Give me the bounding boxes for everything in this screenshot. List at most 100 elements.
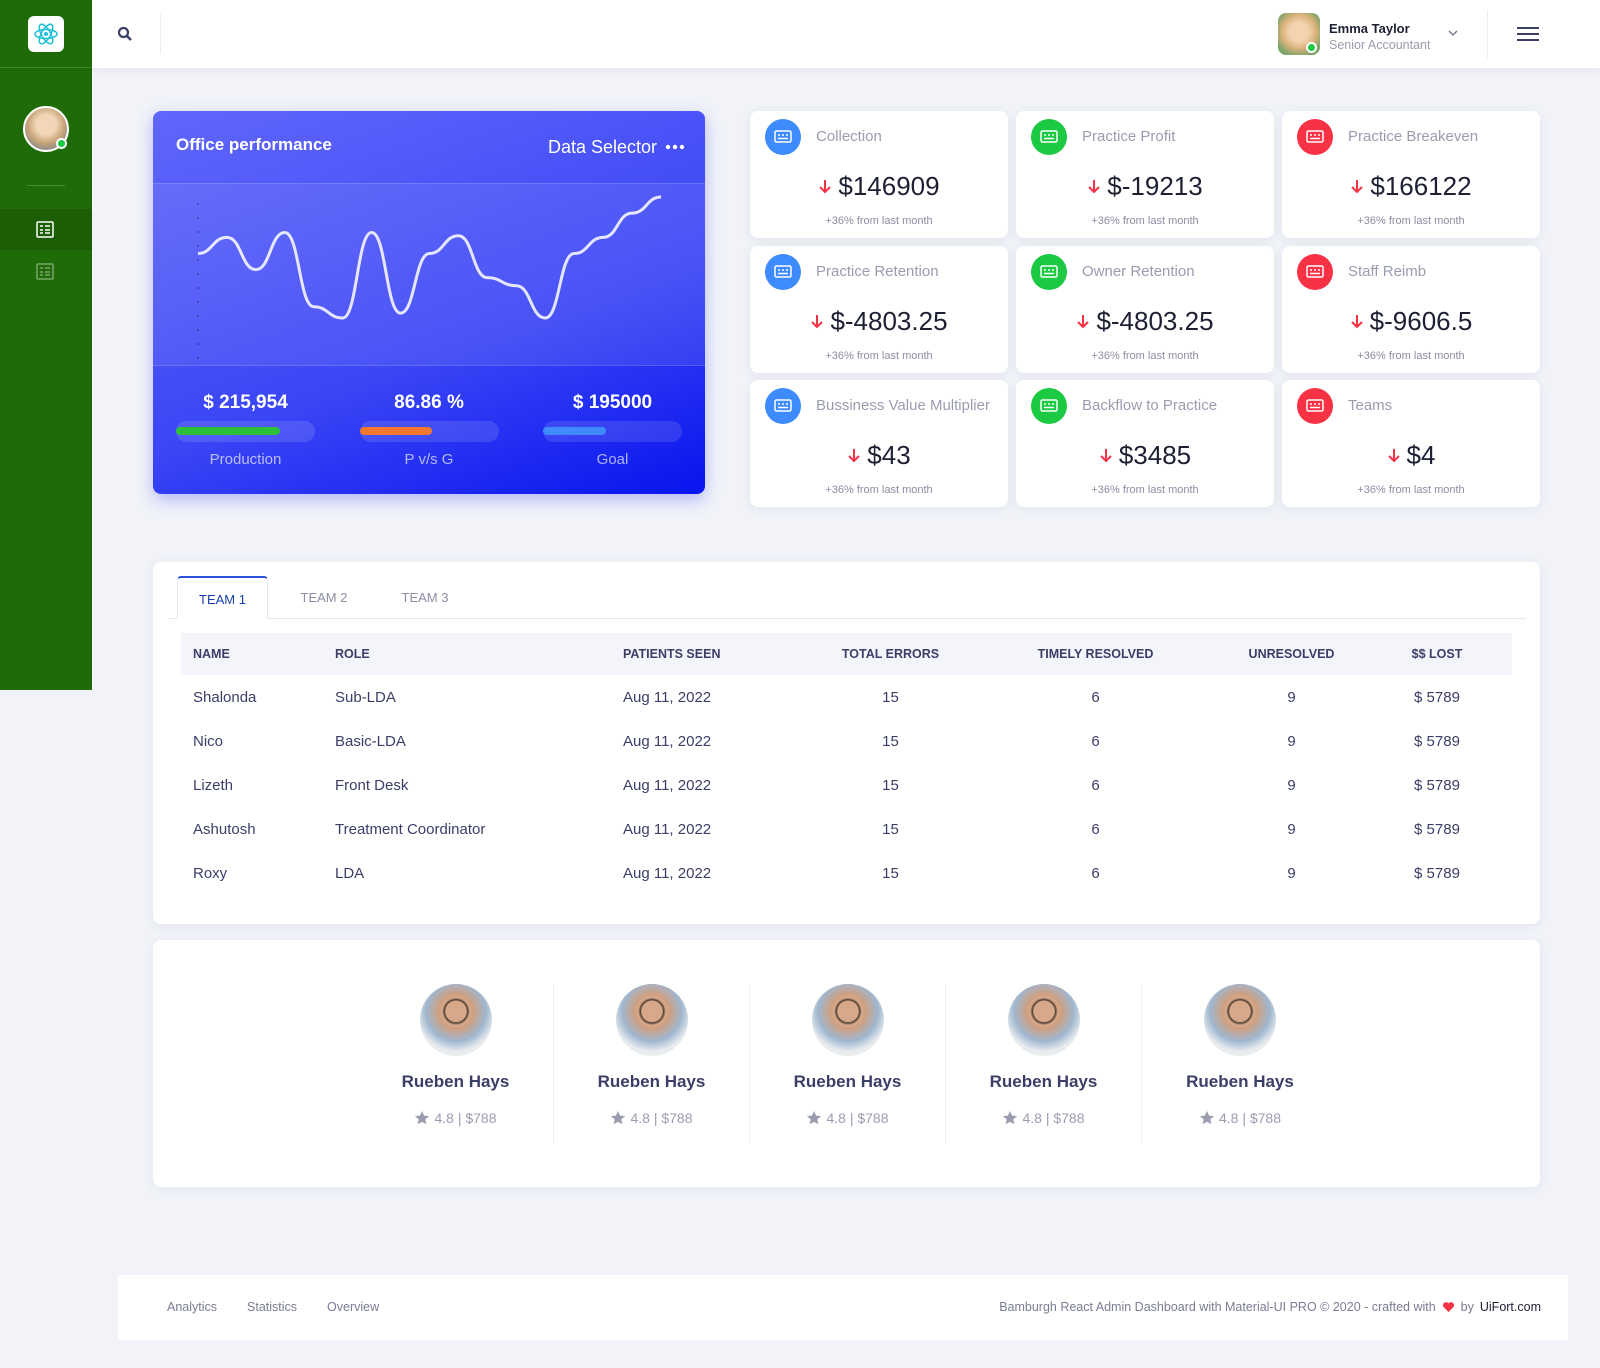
table-cell: Front Desk xyxy=(335,776,409,794)
table-cell: 9 xyxy=(1287,732,1296,750)
member-name: Rueben Hays xyxy=(989,1072,1098,1091)
kpi-card: Practice Breakeven $166122 +36% from last … xyxy=(1282,111,1540,238)
more-icon[interactable] xyxy=(665,144,685,150)
member-stats: 4.8 | $788 xyxy=(1142,1110,1338,1126)
table-row[interactable]: Roxy LDA Aug 11, 2022 15 6 9 $ 5789 xyxy=(181,851,1512,895)
kpi-icon xyxy=(1031,119,1067,155)
member-stats-text: 4.8 | $788 xyxy=(630,1110,693,1126)
member-stats-text: 4.8 | $788 xyxy=(434,1110,497,1126)
members-card: Rueben Hays 4.8 | $788 Rueben Hays 4.8 | $7… xyxy=(153,940,1540,1187)
kpi-value-text: $166122 xyxy=(1370,171,1472,201)
footer-link[interactable]: Statistics xyxy=(247,1300,298,1314)
kpi-value: $3485 xyxy=(1016,440,1274,471)
kpi-card: Practice Profit $-19213 +36% from last mon… xyxy=(1016,111,1274,238)
table-cell: 15 xyxy=(882,688,899,706)
stat-label: P v/s G xyxy=(404,451,454,468)
member-card[interactable]: Rueben Hays 4.8 | $788 xyxy=(750,984,946,1144)
table-row[interactable]: Lizeth Front Desk Aug 11, 2022 15 6 9 $ 5789 xyxy=(181,763,1512,807)
kpi-value-text: $-19213 xyxy=(1107,171,1203,201)
table-row[interactable]: Ashutosh Treatment Coordinator Aug 11, 202… xyxy=(181,807,1512,851)
member-name: Rueben Hays xyxy=(597,1072,706,1091)
member-name: Rueben Hays xyxy=(793,1072,902,1091)
kpi-card: Teams $4 +36% from last month xyxy=(1282,380,1540,507)
kpi-value-text: $146909 xyxy=(838,171,940,201)
logo-icon xyxy=(34,23,58,45)
table-cell: 6 xyxy=(1091,820,1100,838)
kpi-icon xyxy=(1297,253,1333,290)
kpi-card: Backflow to Practice $3485 +36% from last … xyxy=(1016,380,1274,507)
table-cell: Basic-LDA xyxy=(335,732,406,750)
nav-item-active[interactable] xyxy=(0,209,92,250)
kpi-label: Practice Breakeven xyxy=(1348,128,1479,145)
table-cell: Sub-LDA xyxy=(335,688,396,706)
table-cell: LDA xyxy=(335,864,365,882)
user-role: Senior Accountant xyxy=(1329,38,1431,52)
table-cell: Aug 11, 2022 xyxy=(623,820,712,838)
member-avatar xyxy=(419,984,492,1056)
progress-bar xyxy=(176,427,281,435)
member-stats-text: 4.8 | $788 xyxy=(1218,1110,1282,1126)
top-bar: Emma Taylor Senior Accountant xyxy=(92,0,1600,68)
member-stats-text: 4.8 | $788 xyxy=(826,1110,889,1126)
kpi-label: Staff Reimb xyxy=(1348,262,1427,280)
footer-credit: Bamburgh React Admin Dashboard with Mate… xyxy=(999,1300,1436,1314)
kpi-label: Practice Retention xyxy=(816,262,939,280)
tab[interactable]: TEAM 2 xyxy=(300,590,348,605)
table-cell: 15 xyxy=(882,776,899,794)
kpi-label: Collection xyxy=(816,128,882,145)
logo[interactable] xyxy=(28,16,64,52)
column-header: NAME xyxy=(193,647,230,661)
footer-brand[interactable]: UiFort.com xyxy=(1479,1300,1541,1314)
kpi-icon xyxy=(1297,388,1333,424)
table-header-row: NAME ROLE PATIENTS SEEN TOTAL ERRORS TIMELY … xyxy=(181,633,1512,675)
menu-icon[interactable] xyxy=(1517,26,1539,42)
user-name[interactable]: Emma Taylor xyxy=(1329,21,1410,36)
member-card[interactable]: Rueben Hays 4.8 | $788 xyxy=(1142,984,1338,1144)
search-icon[interactable] xyxy=(117,26,133,42)
team-table-card: TEAM 1 TEAM 2 TEAM 3 NAME ROLE PATIENTS SEEN… xyxy=(153,562,1540,924)
tab[interactable]: TEAM 3 xyxy=(401,590,449,605)
member-card[interactable]: Rueben Hays 4.8 | $788 xyxy=(554,984,750,1144)
table-cell: $ 5789 xyxy=(1414,732,1460,750)
member-avatar xyxy=(1204,984,1276,1056)
nav-icon[interactable] xyxy=(36,263,54,280)
table-cell: $ 5789 xyxy=(1414,864,1460,882)
member-stats: 4.8 | $788 xyxy=(554,1110,749,1126)
table-cell: Aug 11, 2022 xyxy=(623,864,712,882)
stat-value: $ 215,954 xyxy=(203,392,288,413)
table-cell: 6 xyxy=(1091,776,1100,794)
member-card[interactable]: Rueben Hays 4.8 | $788 xyxy=(358,984,554,1144)
kpi-value: $43 xyxy=(750,440,1008,471)
data-selector[interactable]: Data Selector xyxy=(548,137,658,157)
kpi-value-text: $43 xyxy=(867,440,911,470)
kpi-value-text: $-9606.5 xyxy=(1369,305,1473,336)
performance-card: Office performance Data Selector $ 215,9… xyxy=(153,111,705,494)
dropdown-icon[interactable] xyxy=(1448,29,1458,37)
kpi-note: +36% from last month xyxy=(825,484,933,496)
member-name: Rueben Hays xyxy=(1186,1072,1294,1091)
kpi-note: +36% from last month xyxy=(1357,484,1465,496)
footer-link[interactable]: Analytics xyxy=(167,1300,218,1314)
table-cell: 6 xyxy=(1091,864,1100,882)
performance-line xyxy=(197,195,662,320)
kpi-icon xyxy=(765,388,801,424)
table-cell: Nico xyxy=(193,732,224,750)
table-row[interactable]: Shalonda Sub-LDA Aug 11, 2022 15 6 9 $ 5789 xyxy=(181,675,1512,719)
stat-label: Goal xyxy=(596,451,629,468)
table-cell: $ 5789 xyxy=(1414,820,1460,838)
table-cell: 6 xyxy=(1091,732,1100,750)
footer-link[interactable]: Overview xyxy=(327,1300,380,1314)
kpi-icon xyxy=(1297,119,1333,155)
stat-value: 86.86 % xyxy=(394,392,464,413)
kpi-value: $-19213 xyxy=(1016,171,1274,202)
kpi-value: $-4803.25 xyxy=(750,306,1008,337)
kpi-note: +36% from last month xyxy=(1357,349,1465,362)
table-cell: $ 5789 xyxy=(1414,776,1460,794)
table-cell: 6 xyxy=(1091,688,1100,706)
table-cell: Aug 11, 2022 xyxy=(623,688,712,706)
tab-active[interactable]: TEAM 1 xyxy=(177,576,268,619)
member-name: Rueben Hays xyxy=(401,1072,510,1091)
member-card[interactable]: Rueben Hays 4.8 | $788 xyxy=(946,984,1142,1144)
table-row[interactable]: Nico Basic-LDA Aug 11, 2022 15 6 9 $ 5789 xyxy=(181,719,1512,763)
